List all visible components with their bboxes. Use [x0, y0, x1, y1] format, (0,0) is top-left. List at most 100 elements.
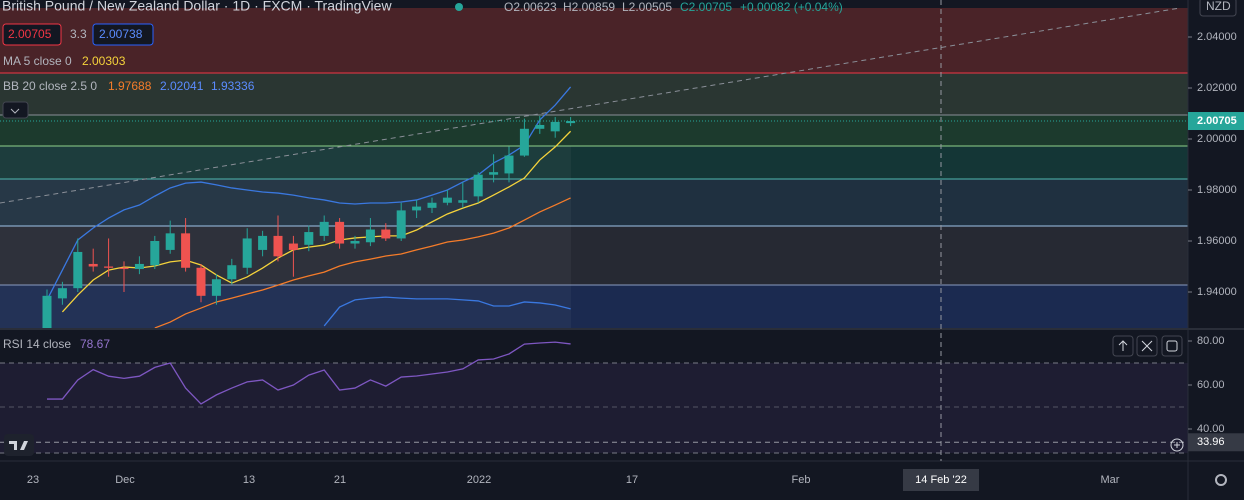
candle-body [196, 267, 206, 296]
rsi-tick-label: 80.00 [1197, 335, 1225, 347]
crosshair-badge-label: 33.96 [1197, 436, 1225, 448]
candle-body [42, 295, 52, 328]
ohlc-close: C2.00705 [680, 0, 732, 14]
rsi-value: 78.67 [80, 337, 110, 351]
price-tick-label: 1.98000 [1197, 184, 1237, 196]
pane-buttons [1112, 335, 1183, 357]
time-label: 13 [243, 474, 255, 486]
axes: 2.04000 2.02000 2.00000 1.98000 1.96000 1.940… [0, 31, 1244, 491]
rsi-tick-label: 40.00 [1197, 423, 1225, 435]
buy-price: 2.00738 [99, 27, 143, 41]
time-label: Feb [792, 474, 811, 486]
price-tick-label: 2.00000 [1197, 133, 1237, 145]
candle-body [258, 235, 268, 250]
candle-body [227, 265, 237, 280]
time-label: 17 [626, 474, 638, 486]
sell-button[interactable] [2, 23, 62, 46]
candle-body [442, 197, 452, 203]
price-tick-label: 1.94000 [1197, 286, 1237, 298]
maximize-button[interactable] [1161, 335, 1183, 357]
sell-price: 2.00705 [8, 27, 52, 41]
bb-basis-line [154, 197, 571, 328]
time-label: Mar [1101, 474, 1120, 486]
candle-body [365, 229, 375, 243]
ma-line [61, 130, 572, 313]
crosshair-badge [1188, 433, 1244, 452]
candle-body [242, 238, 252, 268]
ohlc-high: H2.00859 [563, 0, 615, 14]
price-tick-label: 2.04000 [1197, 31, 1237, 43]
candle-body [381, 229, 391, 239]
up-icon [1118, 340, 1128, 351]
bb-upper-line [46, 86, 572, 301]
ohlc-low: L2.00505 [622, 0, 672, 14]
time-label: 2022 [467, 474, 491, 486]
maximize-icon [1166, 340, 1178, 352]
candle-body [288, 243, 298, 250]
bb-basis: 1.97688 [108, 79, 152, 93]
bb-upper: 2.02041 [160, 79, 204, 93]
add-button[interactable] [1170, 438, 1184, 452]
ohlc-change: +0.00082 (+0.04%) [740, 0, 843, 14]
rsi-tick-label: 60.00 [1197, 379, 1225, 391]
candle-body [273, 235, 283, 257]
time-label: 21 [334, 474, 346, 486]
currency-label: NZD [1206, 0, 1231, 13]
symbol-title: British Pound / New Zealand Dollar · 1D … [2, 0, 392, 14]
ma-label: MA 5 close 0 [3, 54, 72, 68]
time-crosshair-label: 14 Feb '22 [915, 474, 967, 486]
candle-body [566, 121, 576, 124]
collapse-button[interactable] [2, 101, 29, 119]
currency-button[interactable] [1199, 0, 1237, 17]
candle-body [519, 128, 529, 156]
time-label: Dec [115, 474, 135, 486]
candle-body [473, 174, 483, 197]
candle-body [88, 263, 98, 267]
rsi-pane [47, 341, 571, 405]
candle-body [104, 266, 114, 268]
time-crosshair-badge [903, 469, 979, 491]
candle-body [489, 172, 499, 175]
price-badge-label: 2.00705 [1197, 115, 1237, 127]
rsi-line [47, 341, 571, 405]
price-tick-label: 2.02000 [1197, 82, 1237, 94]
add-icon [1174, 442, 1180, 448]
candle-body [150, 240, 160, 266]
candle-body [335, 221, 345, 244]
candle-body [504, 155, 514, 174]
candle-body [73, 251, 83, 289]
rsi-label: RSI 14 close [3, 337, 71, 351]
candle-body [304, 232, 314, 245]
bb-label: BB 20 close 2.5 0 [3, 79, 97, 93]
candle-body [211, 279, 221, 296]
bb-lower: 1.93336 [211, 79, 255, 93]
candle-body [165, 233, 175, 250]
candle-body [57, 288, 67, 299]
bb-lower-line [323, 296, 571, 327]
status-dot [455, 3, 463, 11]
candle-body [119, 267, 129, 270]
candle-body [535, 124, 545, 129]
candle-body [181, 233, 191, 268]
candle-body [134, 263, 144, 270]
price-pane [0, 86, 1188, 328]
candle-body [427, 202, 437, 208]
candle-body [458, 200, 468, 203]
settings-button[interactable] [1215, 474, 1227, 486]
candle-body [319, 221, 329, 236]
close-icon [1141, 340, 1153, 352]
price-badge [1188, 112, 1244, 131]
tv-logo [4, 434, 34, 456]
price-tick-label: 1.96000 [1197, 235, 1237, 247]
spread: 3.3 [70, 27, 87, 41]
ma-value: 2.00303 [82, 54, 126, 68]
collapse-icon [10, 108, 20, 114]
candle-body [550, 121, 560, 132]
ohlc-open: O2.00623 [504, 0, 557, 14]
buy-button[interactable] [92, 23, 154, 46]
candle-body [350, 240, 360, 244]
candle-body [396, 210, 406, 239]
time-label: 23 [27, 474, 39, 486]
